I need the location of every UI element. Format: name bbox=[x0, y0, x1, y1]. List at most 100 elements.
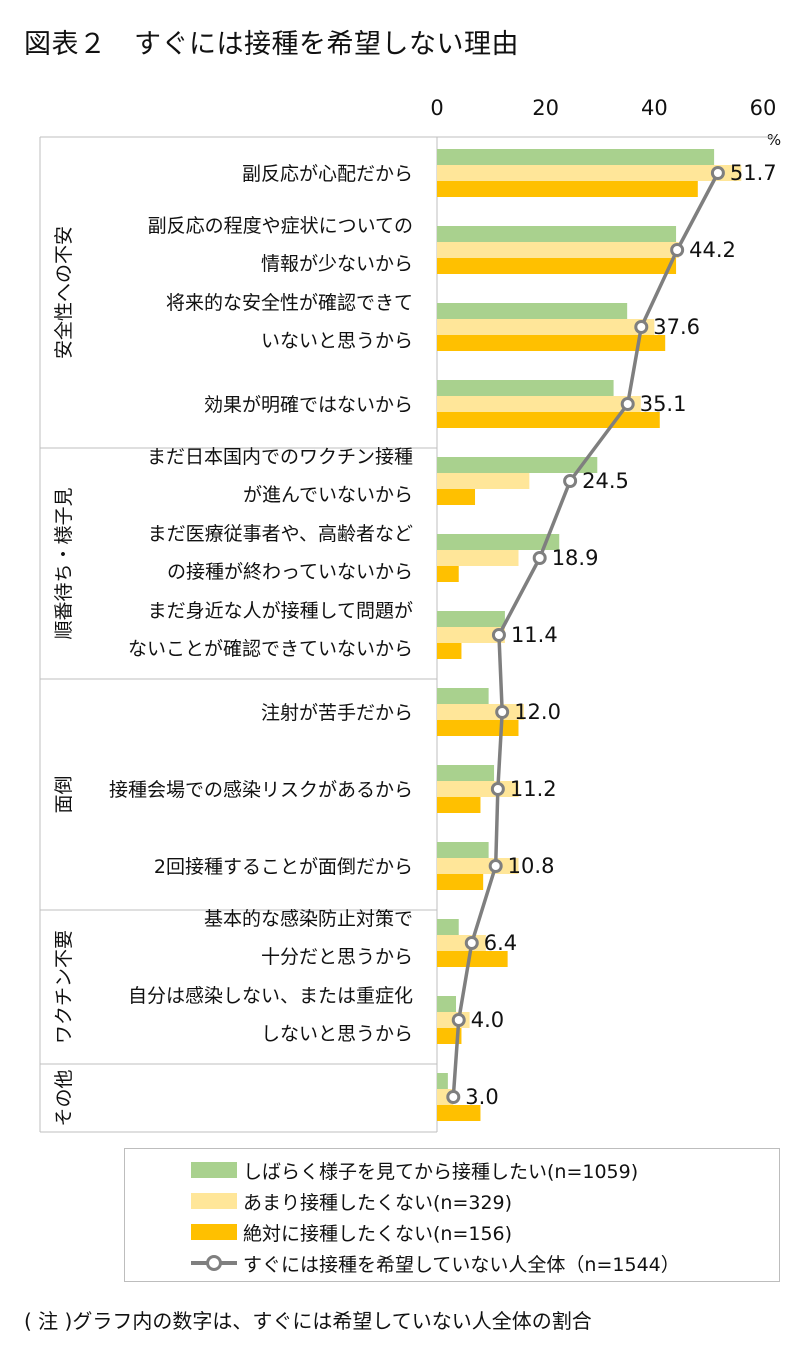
category-label-5-line-1: の接種が終わっていないから bbox=[167, 561, 413, 583]
bar-s0-5 bbox=[437, 534, 560, 550]
legend-label-line: すぐには接種を希望していない人全体（n=1544） bbox=[243, 1253, 680, 1276]
total-point-5 bbox=[532, 551, 547, 565]
total-point-6 bbox=[491, 628, 506, 642]
bar-s2-7 bbox=[437, 720, 519, 736]
total-data-label-5: 18.9 bbox=[552, 546, 599, 570]
bar-s1-5 bbox=[437, 550, 519, 566]
total-data-label-2: 37.6 bbox=[653, 315, 700, 339]
legend-swatch-green bbox=[191, 1162, 237, 1178]
total-data-label-8: 11.2 bbox=[510, 777, 557, 801]
legend-item-line: すぐには接種を希望していない人全体（n=1544） bbox=[191, 1248, 680, 1278]
total-point-3 bbox=[620, 397, 635, 411]
x-tick-label-3: 60 bbox=[750, 96, 777, 120]
bar-s2-1 bbox=[437, 258, 677, 274]
footnote: ( 注 )グラフ内の数字は、すぐには希望していない人全体の割合 bbox=[24, 1309, 592, 1333]
group-label-4: その他 bbox=[53, 1069, 75, 1126]
bar-s2-5 bbox=[437, 566, 459, 582]
bar-s0-12 bbox=[437, 1073, 448, 1089]
category-label-9: 2回接種することが面倒だから bbox=[154, 856, 413, 878]
bar-s2-2 bbox=[437, 335, 666, 351]
bar-s1-1 bbox=[437, 242, 679, 258]
total-data-label-10: 6.4 bbox=[484, 931, 517, 955]
legend-label-green: しばらく様子を見てから接種したい(n=1059) bbox=[243, 1160, 639, 1183]
total-data-label-0: 51.7 bbox=[730, 161, 777, 185]
group-label-1: 順番待ち・様子見 bbox=[53, 487, 75, 639]
bar-s1-4 bbox=[437, 473, 530, 489]
bar-s1-2 bbox=[437, 319, 655, 335]
bar-s0-10 bbox=[437, 919, 459, 935]
total-data-label-3: 35.1 bbox=[640, 392, 687, 416]
x-tick-label-1: 20 bbox=[532, 96, 559, 120]
category-label-1-line-1: 情報が少ないから bbox=[261, 253, 413, 275]
bar-s0-2 bbox=[437, 303, 628, 319]
category-label-3: 効果が明確ではないから bbox=[204, 394, 413, 416]
category-label-11-line-1: しないと思うから bbox=[261, 1023, 413, 1045]
bar-s1-0 bbox=[437, 165, 742, 181]
bar-s0-0 bbox=[437, 149, 715, 165]
bar-s0-9 bbox=[437, 842, 489, 858]
bar-s2-8 bbox=[437, 797, 481, 813]
category-label-10-line-1: 十分だと思うから bbox=[261, 946, 413, 968]
bar-s2-9 bbox=[437, 874, 484, 890]
x-tick-label-2: 40 bbox=[641, 96, 668, 120]
bar-s0-3 bbox=[437, 380, 614, 396]
bar-s2-6 bbox=[437, 643, 462, 659]
total-point-1 bbox=[670, 243, 685, 257]
bar-s2-10 bbox=[437, 951, 508, 967]
legend-item-green: しばらく様子を見てから接種したい(n=1059) bbox=[191, 1155, 638, 1185]
total-data-label-6: 11.4 bbox=[511, 623, 558, 647]
total-point-9 bbox=[488, 859, 503, 873]
legend-label-orange: 絶対に接種したくない(n=156) bbox=[243, 1222, 513, 1245]
category-label-6-line-0: まだ身近な人が接種して問題が bbox=[148, 600, 413, 622]
legend: しばらく様子を見てから接種したい(n=1059) あまり接種したくない(n=32… bbox=[124, 1148, 780, 1282]
bar-s1-7 bbox=[437, 704, 524, 720]
group-label-3: ワクチン不要 bbox=[53, 930, 75, 1044]
category-label-5-line-0: まだ医療従事者や、高齢者など bbox=[148, 523, 413, 545]
category-label-7: 注射が苦手だから bbox=[261, 702, 413, 724]
category-label-6-line-1: ないことが確認できていないから bbox=[128, 638, 413, 660]
legend-label-lightyellow: あまり接種したくない(n=329) bbox=[243, 1191, 513, 1214]
bar-s0-4 bbox=[437, 457, 598, 473]
total-point-10 bbox=[464, 936, 479, 950]
category-label-4-line-1: が進んでいないから bbox=[243, 484, 413, 506]
x-tick-label-0: 0 bbox=[430, 96, 443, 120]
total-data-label-4: 24.5 bbox=[582, 469, 629, 493]
bar-s0-7 bbox=[437, 688, 489, 704]
total-point-2 bbox=[634, 320, 649, 334]
bar-s1-6 bbox=[437, 627, 505, 643]
category-label-8: 接種会場での感染リスクがあるから bbox=[109, 779, 413, 801]
category-label-2-line-0: 将来的な安全性が確認できて bbox=[166, 292, 413, 314]
bar-s1-9 bbox=[437, 858, 519, 874]
group-label-0: 安全性への不安 bbox=[53, 226, 75, 359]
total-point-11 bbox=[451, 1013, 466, 1027]
category-label-1-line-0: 副反応の程度や症状についての bbox=[148, 215, 413, 237]
bar-s1-8 bbox=[437, 781, 519, 797]
total-point-7 bbox=[495, 705, 510, 719]
bar-s2-0 bbox=[437, 181, 698, 197]
legend-item-orange: 絶対に接種したくない(n=156) bbox=[191, 1217, 512, 1247]
category-label-11-line-0: 自分は感染しない、または重症化 bbox=[128, 985, 413, 1007]
x-unit-label: % bbox=[767, 131, 781, 149]
legend-swatch-lightyellow bbox=[191, 1193, 237, 1209]
legend-swatch-line bbox=[191, 1255, 237, 1271]
total-data-label-11: 4.0 bbox=[471, 1008, 504, 1032]
category-label-4-line-0: まだ日本国内でのワクチン接種 bbox=[147, 446, 413, 468]
chart-title: 図表２ すぐには接種を希望しない理由 bbox=[24, 29, 519, 60]
bar-s0-1 bbox=[437, 226, 677, 242]
legend-swatch-orange bbox=[191, 1224, 237, 1240]
bar-s0-11 bbox=[437, 996, 457, 1012]
category-label-0: 副反応が心配だから bbox=[242, 163, 413, 185]
category-label-2-line-1: いないと思うから bbox=[261, 330, 413, 352]
legend-item-lightyellow: あまり接種したくない(n=329) bbox=[191, 1186, 512, 1216]
bar-s2-3 bbox=[437, 412, 660, 428]
total-point-8 bbox=[490, 782, 505, 796]
group-label-2: 面倒 bbox=[53, 775, 75, 813]
bar-s0-8 bbox=[437, 765, 495, 781]
total-data-label-1: 44.2 bbox=[689, 238, 736, 262]
total-point-4 bbox=[563, 474, 578, 488]
bar-s1-3 bbox=[437, 396, 641, 412]
total-point-12 bbox=[446, 1090, 461, 1104]
bar-s2-11 bbox=[437, 1028, 462, 1044]
bar-s2-4 bbox=[437, 489, 476, 505]
